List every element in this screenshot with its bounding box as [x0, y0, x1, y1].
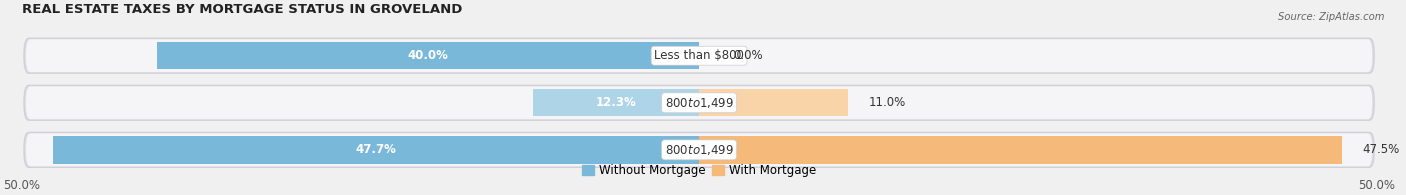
FancyBboxPatch shape: [27, 86, 1372, 119]
Text: $800 to $1,499: $800 to $1,499: [665, 96, 734, 110]
FancyBboxPatch shape: [24, 85, 1374, 120]
Bar: [53, 136, 699, 164]
FancyBboxPatch shape: [27, 133, 1372, 166]
Text: 0.0%: 0.0%: [733, 49, 762, 62]
Bar: [533, 89, 699, 116]
Text: 47.7%: 47.7%: [356, 143, 396, 156]
Text: 47.5%: 47.5%: [1362, 143, 1400, 156]
Text: REAL ESTATE TAXES BY MORTGAGE STATUS IN GROVELAND: REAL ESTATE TAXES BY MORTGAGE STATUS IN …: [22, 4, 463, 16]
Text: 40.0%: 40.0%: [408, 49, 449, 62]
Text: 11.0%: 11.0%: [869, 96, 905, 109]
Text: Source: ZipAtlas.com: Source: ZipAtlas.com: [1278, 12, 1385, 22]
Bar: [699, 136, 1343, 164]
FancyBboxPatch shape: [24, 132, 1374, 167]
FancyBboxPatch shape: [24, 38, 1374, 73]
Legend: Without Mortgage, With Mortgage: Without Mortgage, With Mortgage: [578, 160, 821, 182]
Text: Less than $800: Less than $800: [654, 49, 744, 62]
Text: 12.3%: 12.3%: [595, 96, 636, 109]
FancyBboxPatch shape: [27, 39, 1372, 72]
Text: $800 to $1,499: $800 to $1,499: [665, 143, 734, 157]
Bar: [699, 89, 848, 116]
Bar: [157, 42, 699, 69]
